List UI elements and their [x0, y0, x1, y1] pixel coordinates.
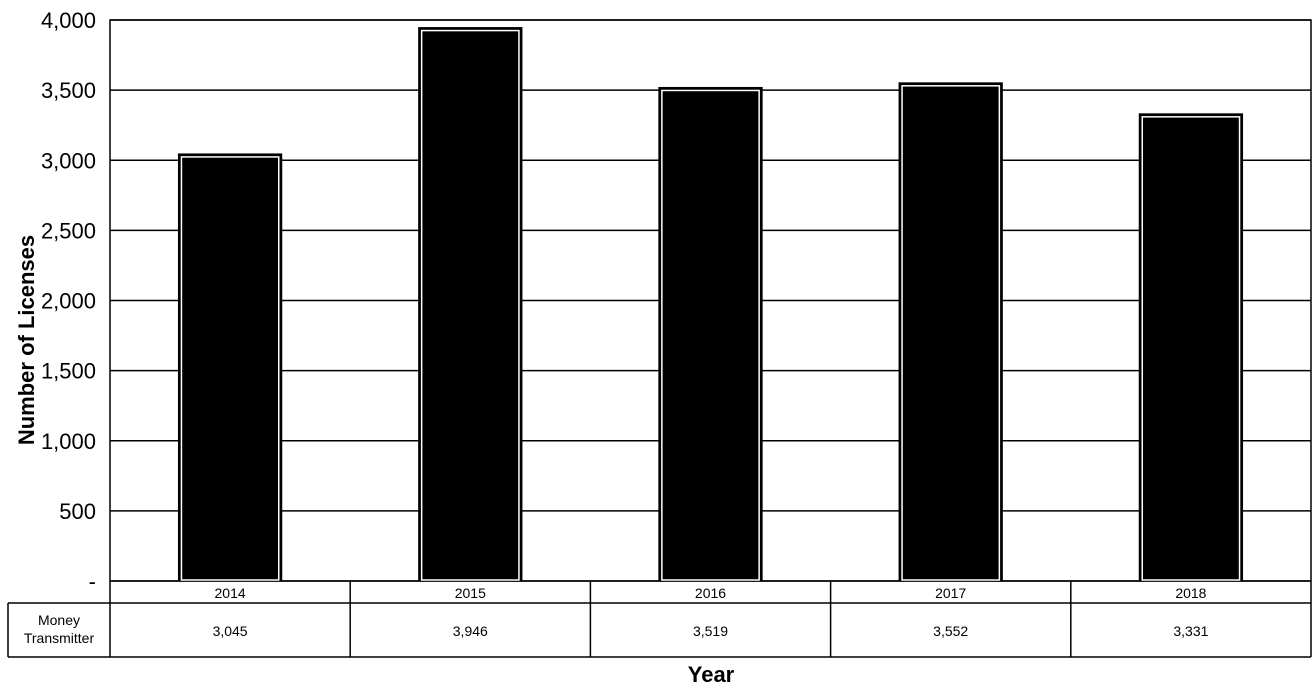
data-table-value: 3,552	[933, 623, 968, 639]
y-tick-label: 500	[59, 499, 96, 524]
x-category-label: 2016	[695, 585, 726, 601]
bar-highlight	[180, 156, 280, 581]
x-axis-title: Year	[688, 662, 735, 687]
bar-highlight	[420, 29, 520, 581]
y-tick-label: 4,000	[41, 8, 96, 33]
x-category-label: 2014	[215, 585, 246, 601]
bars	[177, 27, 1244, 582]
x-category-label: 2017	[935, 585, 966, 601]
y-tick-label: 1,500	[41, 359, 96, 384]
data-table-value: 3,045	[213, 623, 248, 639]
y-tick-label: 3,000	[41, 148, 96, 173]
bar-highlight	[901, 85, 1001, 581]
y-axis-ticks: - 500 1,000 1,500 2,000 2,500 3,000 3,500 4,000	[41, 8, 96, 594]
y-tick-label: 3,500	[41, 78, 96, 103]
bar	[418, 27, 523, 582]
bar-highlight	[1141, 116, 1241, 581]
data-table-value: 3,519	[693, 623, 728, 639]
series-name: Money Transmitter	[24, 612, 95, 646]
data-table: 2014 3,045 2015 3,946 2016 3,519 2017 3,552 2018…	[7, 581, 1312, 658]
y-tick-label: 1,000	[41, 429, 96, 454]
x-category-label: 2015	[455, 585, 486, 601]
bar	[177, 153, 283, 582]
bar	[658, 86, 763, 582]
y-axis-title: Number of Licenses	[14, 235, 39, 445]
bar	[1138, 113, 1244, 582]
x-category-label: 2018	[1175, 585, 1206, 601]
y-tick-label: 2,000	[41, 289, 96, 314]
data-table-value: 3,331	[1173, 623, 1208, 639]
bar-highlight	[661, 89, 760, 581]
y-tick-label: -	[89, 569, 96, 594]
data-table-value: 3,946	[453, 623, 488, 639]
y-tick-label: 2,500	[41, 218, 96, 243]
bar	[898, 82, 1003, 582]
